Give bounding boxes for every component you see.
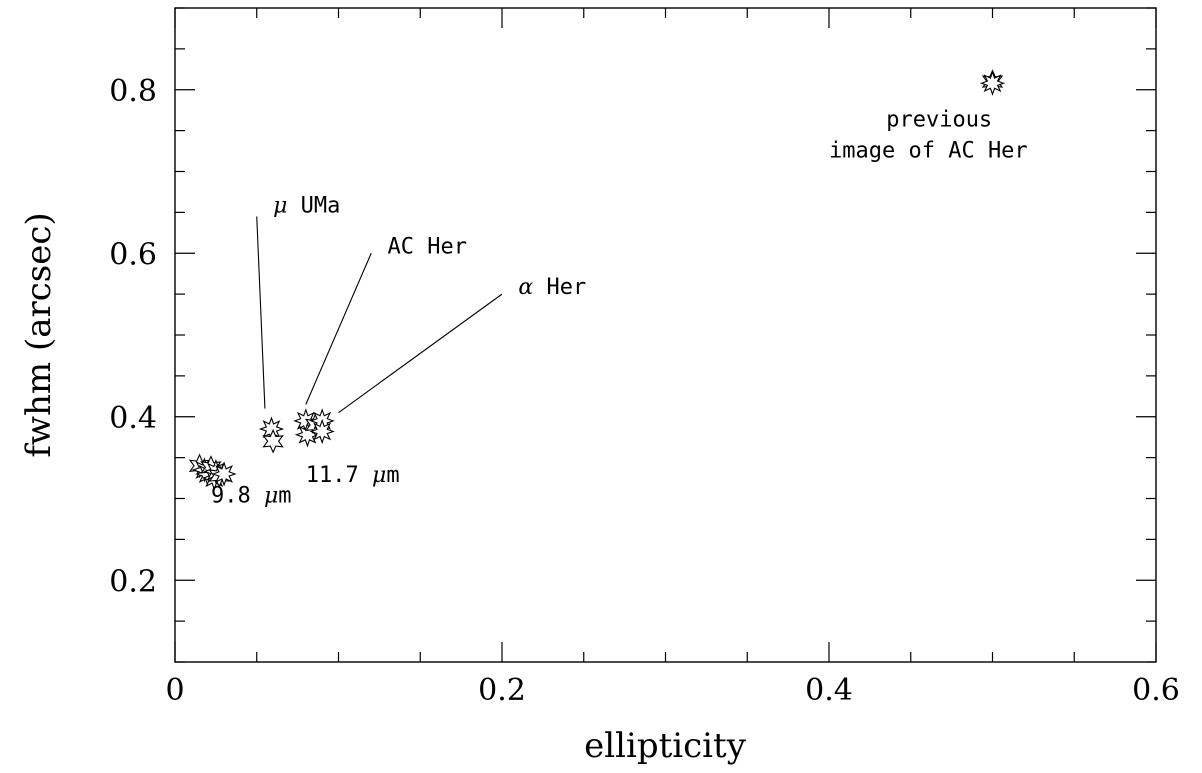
- y-tick-label: 0.6: [109, 237, 157, 272]
- plot-frame: [174, 7, 1157, 663]
- annotation-leaders: [256, 216, 503, 414]
- x-tick-label: 0: [165, 673, 184, 708]
- annotation-ac-her: AC Her: [388, 234, 467, 259]
- annotation-mu-uma: μ UMa: [273, 193, 340, 218]
- data-point: [979, 70, 1006, 96]
- annotation-previous-2: image of AC Her: [829, 139, 1028, 164]
- annotation-wave-117: 11.7 μm: [306, 463, 400, 488]
- data-points: [188, 69, 1006, 491]
- tick-labels: 0 0.2 0.4 0.6 0.2 0.4 0.6 0.8: [109, 74, 1180, 708]
- x-tick-label: 0.6: [1132, 673, 1180, 708]
- data-point: [262, 428, 284, 454]
- y-axis-title: fwhm (arcsec): [19, 212, 59, 457]
- annotation-alpha-her: α Her: [518, 275, 586, 300]
- y-tick-label: 0.8: [109, 74, 157, 109]
- x-tick-label: 0.2: [478, 673, 526, 708]
- y-tick-label: 0.2: [109, 564, 157, 599]
- x-tick-label: 0.4: [805, 673, 853, 708]
- annotation-previous-1: previous: [886, 108, 992, 133]
- data-point: [309, 418, 335, 445]
- axis-ticks: [174, 7, 1157, 663]
- leader-line-mu-uma: [256, 216, 266, 409]
- annotation-wave-98: 9.8 μm: [211, 484, 292, 509]
- annotations: μ UMa AC Her α Her 11.7 μm 9.8 μm previous ima…: [211, 108, 1028, 509]
- data-point: [211, 461, 237, 487]
- leader-line-alpha-her: [338, 293, 503, 414]
- y-tick-label: 0.4: [109, 401, 157, 436]
- x-axis-title: ellipticity: [584, 726, 747, 766]
- leader-line-ac-her: [305, 253, 372, 405]
